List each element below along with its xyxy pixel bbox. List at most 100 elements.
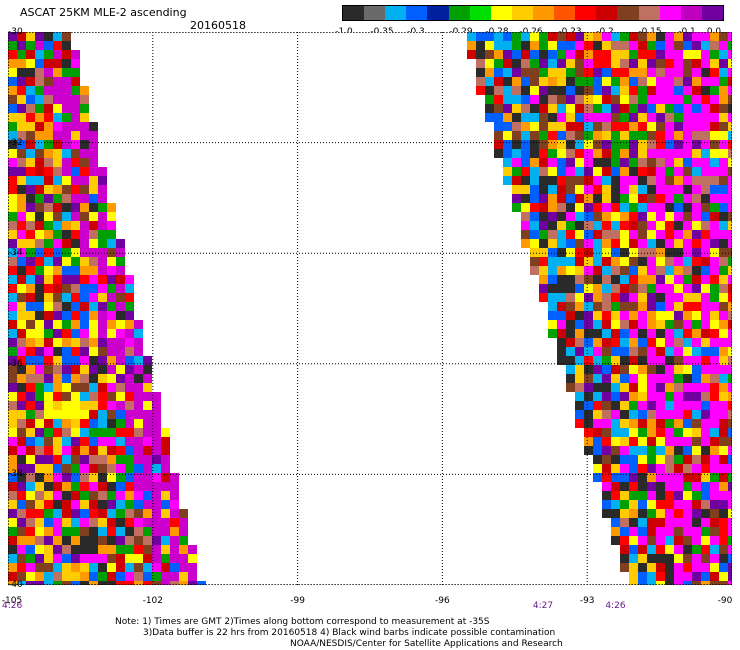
swath-cell — [62, 329, 71, 338]
swath-cell — [62, 446, 71, 455]
swath-cell — [593, 167, 602, 176]
swath-cell — [665, 77, 674, 86]
swath-cell — [593, 194, 602, 203]
swath-cell — [62, 365, 71, 374]
latitude-label: -38 — [8, 469, 23, 480]
swath-cell — [62, 401, 71, 410]
swath-cell — [512, 41, 521, 50]
swath-cell — [107, 401, 116, 410]
swath-cell — [53, 338, 62, 347]
swath-cell — [620, 158, 629, 167]
swath-cell — [503, 167, 512, 176]
swath-cell — [62, 221, 71, 230]
swath-cell — [566, 284, 575, 293]
swath-cell — [134, 509, 143, 518]
swath-cell — [71, 329, 80, 338]
swath-cell — [134, 320, 143, 329]
swath-cell — [530, 104, 539, 113]
swath-cell — [656, 455, 665, 464]
swath-cell — [8, 374, 17, 383]
swath-cell — [26, 59, 35, 68]
swath-cell — [710, 473, 719, 482]
swath-cell — [611, 77, 620, 86]
swath-cell — [620, 527, 629, 536]
swath-cell — [80, 356, 89, 365]
swath-cell — [566, 41, 575, 50]
swath-cell — [620, 545, 629, 554]
swath-cell — [44, 356, 53, 365]
swath-cell — [17, 419, 26, 428]
swath-cell — [35, 131, 44, 140]
swath-cell — [728, 230, 732, 239]
swath-cell — [512, 140, 521, 149]
swath-cell — [44, 500, 53, 509]
swath-cell — [629, 464, 638, 473]
swath-cell — [728, 158, 732, 167]
swath-cell — [620, 212, 629, 221]
swath-cell — [620, 347, 629, 356]
swath-cell — [710, 392, 719, 401]
swath-cell — [728, 131, 732, 140]
swath-cell — [674, 545, 683, 554]
swath-cell — [674, 437, 683, 446]
swath-cell — [602, 311, 611, 320]
swath-cell — [539, 77, 548, 86]
swath-cell — [98, 527, 107, 536]
swath-cell — [98, 536, 107, 545]
swath-cell — [647, 77, 656, 86]
swath-cell — [44, 41, 53, 50]
swath-cell — [521, 104, 530, 113]
swath-cell — [98, 401, 107, 410]
swath-cell — [602, 284, 611, 293]
swath-cell — [539, 32, 548, 41]
swath-cell — [647, 257, 656, 266]
swath-cell — [8, 131, 17, 140]
swath-cell — [710, 428, 719, 437]
swath-cell — [8, 113, 17, 122]
swath-cell — [98, 293, 107, 302]
swath-cell — [53, 365, 62, 374]
swath-cell — [665, 518, 674, 527]
swath-cell — [584, 104, 593, 113]
swath-cell — [71, 374, 80, 383]
swath-cell — [665, 239, 674, 248]
swath-cell — [602, 113, 611, 122]
swath-cell — [593, 392, 602, 401]
swath-cell — [107, 338, 116, 347]
swath-cell — [584, 59, 593, 68]
swath-cell — [89, 491, 98, 500]
swath-cell — [89, 167, 98, 176]
swath-cell — [107, 311, 116, 320]
swath-cell — [53, 491, 62, 500]
swath-cell — [44, 203, 53, 212]
swath-cell — [674, 338, 683, 347]
swath-cell — [629, 230, 638, 239]
swath-cell — [728, 464, 732, 473]
swath-cell — [548, 194, 557, 203]
swath-cell — [17, 311, 26, 320]
swath-cell — [80, 275, 89, 284]
swath-cell — [701, 248, 710, 257]
swath-cell — [44, 221, 53, 230]
swath-cell — [683, 167, 692, 176]
swath-cell — [8, 41, 17, 50]
swath-cell — [692, 347, 701, 356]
swath-cell — [683, 122, 692, 131]
swath-cell — [80, 383, 89, 392]
swath-cell — [116, 509, 125, 518]
swath-cell — [53, 383, 62, 392]
swath-cell — [53, 392, 62, 401]
swath-cell — [611, 536, 620, 545]
swath-cell — [71, 392, 80, 401]
swath-cell — [62, 140, 71, 149]
swath-cell — [26, 86, 35, 95]
swath-cell — [557, 113, 566, 122]
swath-cell — [53, 32, 62, 41]
swath-cell — [116, 383, 125, 392]
swath-cell — [575, 419, 584, 428]
swath-cell — [557, 239, 566, 248]
swath-cell — [80, 419, 89, 428]
swath-cell — [656, 572, 665, 581]
swath-cell — [719, 401, 728, 410]
swath-cell — [17, 527, 26, 536]
